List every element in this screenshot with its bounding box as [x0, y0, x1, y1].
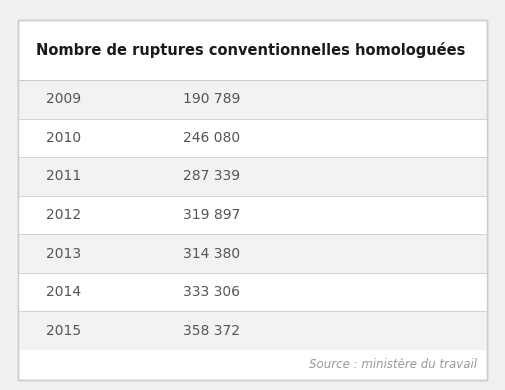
Text: 2012: 2012 — [46, 208, 81, 222]
Bar — [18, 119, 487, 157]
Text: 358 372: 358 372 — [183, 324, 240, 338]
Bar — [18, 80, 487, 119]
Text: 2009: 2009 — [46, 92, 81, 106]
Bar — [18, 273, 487, 312]
Text: 287 339: 287 339 — [183, 169, 240, 183]
Text: Source : ministère du travail: Source : ministère du travail — [309, 358, 477, 372]
Text: Nombre de ruptures conventionnelles homologuées: Nombre de ruptures conventionnelles homo… — [36, 42, 466, 58]
Bar — [18, 234, 487, 273]
Bar — [18, 312, 487, 350]
Text: 333 306: 333 306 — [183, 285, 240, 299]
Text: 2015: 2015 — [46, 324, 81, 338]
Text: 246 080: 246 080 — [183, 131, 240, 145]
Text: 2011: 2011 — [46, 169, 81, 183]
Text: 2013: 2013 — [46, 246, 81, 261]
Text: 190 789: 190 789 — [183, 92, 240, 106]
Text: 2014: 2014 — [46, 285, 81, 299]
Bar — [18, 157, 487, 196]
Bar — [18, 196, 487, 234]
Text: 319 897: 319 897 — [183, 208, 240, 222]
Text: 2010: 2010 — [46, 131, 81, 145]
Text: 314 380: 314 380 — [183, 246, 240, 261]
